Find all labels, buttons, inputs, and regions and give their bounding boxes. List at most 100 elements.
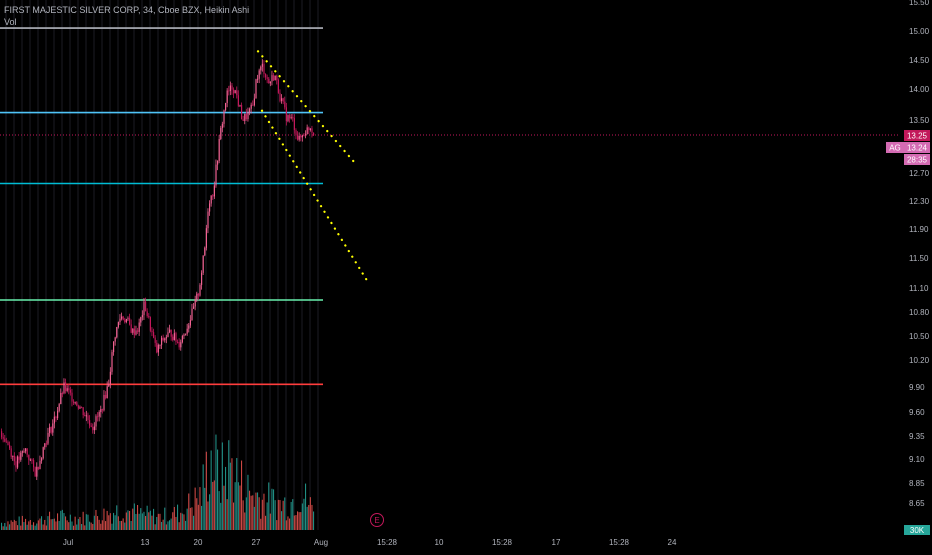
candle	[113, 341, 115, 353]
volume-bar	[226, 499, 228, 530]
candle	[36, 466, 38, 477]
volume-bar	[258, 497, 260, 530]
candle	[169, 329, 171, 333]
candle	[140, 317, 142, 323]
time-tick-label: 15:28	[492, 538, 513, 547]
volume-bar	[221, 442, 223, 530]
candle	[277, 79, 279, 93]
countdown-tag	[904, 154, 930, 165]
volume-bar	[213, 480, 215, 530]
candle	[1, 431, 3, 438]
volume-bar	[181, 513, 183, 530]
candle	[108, 383, 110, 387]
volume-bar	[188, 493, 190, 530]
candle	[60, 393, 62, 405]
volume-bar	[210, 450, 212, 530]
time-axis[interactable]: Jul 13 20 27 Aug 15:28 10 15:28 17 15:28 24	[63, 538, 677, 547]
volume-bar	[239, 485, 241, 530]
legend-title[interactable]: FIRST MAJESTIC SILVER CORP, 34, Cboe BZX…	[4, 5, 250, 15]
candle	[255, 79, 257, 99]
volume-bar	[191, 507, 193, 530]
price-tick-label: 8.85	[909, 479, 925, 488]
candle	[69, 390, 71, 393]
volume-bar	[68, 522, 70, 530]
volume-bar	[266, 502, 268, 530]
volume-bar	[300, 512, 302, 530]
candle	[253, 98, 255, 106]
volume-bar	[117, 516, 119, 530]
volume-bar	[161, 521, 163, 530]
symbol-tag	[886, 142, 904, 153]
candle	[301, 135, 303, 138]
volume-bar	[76, 524, 78, 530]
volume-bar	[233, 502, 235, 530]
candle	[311, 128, 313, 133]
volume-bar	[241, 460, 243, 530]
countdown-label: 28:35	[907, 156, 928, 165]
volume-bar	[36, 523, 38, 530]
volume-bar	[18, 516, 20, 530]
volume-bar	[175, 516, 177, 530]
volume-bar	[245, 497, 247, 530]
candle	[293, 117, 295, 131]
candle	[209, 203, 211, 212]
candle	[172, 336, 174, 341]
volume-bar	[205, 451, 207, 530]
candle	[258, 70, 260, 79]
candle	[42, 447, 44, 459]
candle	[68, 388, 70, 391]
volume-bar	[39, 518, 41, 530]
volume-bar	[90, 522, 92, 530]
candle	[20, 452, 22, 460]
candle	[276, 75, 278, 80]
volume-bar	[236, 458, 238, 530]
candle	[10, 448, 12, 457]
symbol-price-tag	[904, 142, 930, 153]
candle	[213, 185, 215, 197]
volume-bar	[84, 525, 86, 530]
candle	[201, 272, 203, 285]
volume-tag	[904, 525, 930, 535]
volume-bar	[169, 520, 171, 530]
candle	[188, 325, 190, 329]
volume-bar	[74, 516, 76, 530]
candle	[263, 63, 265, 74]
candle	[66, 388, 68, 391]
volume-bar	[73, 525, 75, 530]
price-tick-label: 9.60	[909, 408, 925, 417]
candle	[2, 437, 4, 439]
candle	[124, 319, 126, 323]
symbol-price-label: 13.24	[907, 144, 928, 153]
volume-bar	[135, 513, 137, 530]
volume-bar	[250, 495, 252, 530]
candle	[167, 332, 169, 338]
volume-bar	[177, 504, 179, 530]
candle	[281, 98, 283, 101]
volume-bar	[178, 522, 180, 530]
volume-bar	[197, 504, 199, 530]
legend-volume-label[interactable]: Vol	[4, 17, 17, 27]
volume-bar	[65, 516, 67, 530]
candle	[170, 329, 172, 337]
earnings-label: E	[374, 516, 379, 525]
volume-bar	[244, 512, 246, 530]
candle	[185, 333, 187, 335]
volume-bar	[242, 500, 244, 530]
volume-bar	[234, 482, 236, 530]
volume-bar	[7, 521, 9, 530]
candle	[189, 320, 191, 326]
candle	[218, 138, 220, 161]
candle	[55, 416, 57, 419]
time-tick-label: Aug	[314, 538, 328, 547]
candle	[47, 432, 49, 444]
candle	[105, 394, 107, 399]
price-axis[interactable]: 15.5015.0014.5014.0013.5013.0012.7012.30…	[909, 0, 930, 508]
candle	[309, 128, 311, 130]
candle	[145, 301, 147, 312]
volume-bar	[129, 510, 131, 530]
volume-bar	[2, 526, 4, 530]
candle	[44, 443, 46, 448]
candle	[204, 247, 206, 256]
